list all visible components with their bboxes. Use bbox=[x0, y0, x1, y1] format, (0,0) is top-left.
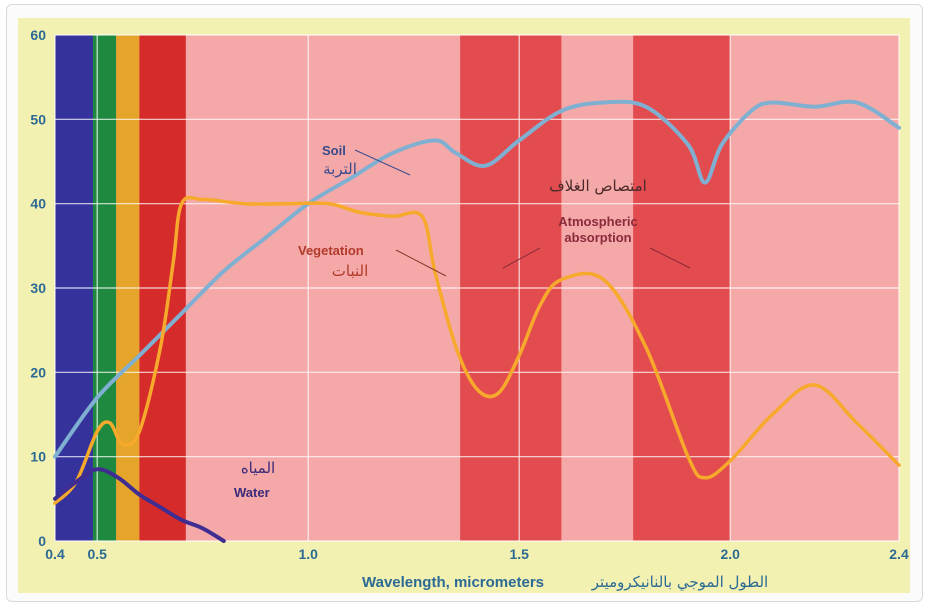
x-tick-2.0: 2.0 bbox=[720, 546, 740, 562]
annotations: Soil التربة Vegetation النبات المياه Wat… bbox=[234, 143, 691, 500]
vegetation-leader bbox=[395, 249, 447, 277]
soil-leader bbox=[354, 149, 411, 176]
x-tick-1.0: 1.0 bbox=[298, 546, 318, 562]
vegetation-label: Vegetation bbox=[298, 243, 364, 258]
y-tick-40: 40 bbox=[30, 196, 46, 212]
x-axis-label: Wavelength, micrometers bbox=[362, 574, 544, 591]
x-axis-ticks: 0.4 0.5 1.0 1.5 2.0 2.4 bbox=[45, 546, 909, 562]
series-line-water bbox=[53, 467, 226, 543]
series-lines bbox=[53, 99, 901, 543]
absorption-leader-left bbox=[502, 247, 541, 269]
water-label: Water bbox=[234, 485, 270, 500]
y-tick-50: 50 bbox=[30, 111, 46, 127]
y-tick-60: 60 bbox=[30, 27, 46, 43]
x-tick-2.4: 2.4 bbox=[889, 546, 909, 562]
y-axis-ticks: 0 10 20 30 40 50 60 bbox=[30, 27, 46, 549]
y-tick-0: 0 bbox=[38, 533, 46, 549]
y-tick-20: 20 bbox=[30, 364, 46, 380]
soil-label-ar: التربة bbox=[323, 160, 357, 178]
x-tick-1.5: 1.5 bbox=[509, 546, 529, 562]
absorption-label-line1: Atmospheric bbox=[558, 214, 637, 229]
series-line-vegetation bbox=[53, 195, 901, 505]
water-label-ar: المياه bbox=[241, 459, 275, 477]
absorption-leader-right bbox=[649, 247, 691, 269]
absorption-label-line2: absorption bbox=[564, 230, 631, 245]
absorption-label-ar: امتصاص الغلاف bbox=[549, 177, 647, 195]
x-axis-label-ar: الطول الموجي بالنانيكروميتر bbox=[591, 573, 768, 592]
y-tick-10: 10 bbox=[30, 449, 46, 465]
x-tick-0.4: 0.4 bbox=[45, 546, 65, 562]
y-tick-30: 30 bbox=[30, 280, 46, 296]
vegetation-label-ar: النبات bbox=[332, 262, 368, 280]
series-line-soil bbox=[53, 99, 901, 459]
soil-label: Soil bbox=[322, 143, 346, 158]
x-tick-0.5: 0.5 bbox=[87, 546, 107, 562]
